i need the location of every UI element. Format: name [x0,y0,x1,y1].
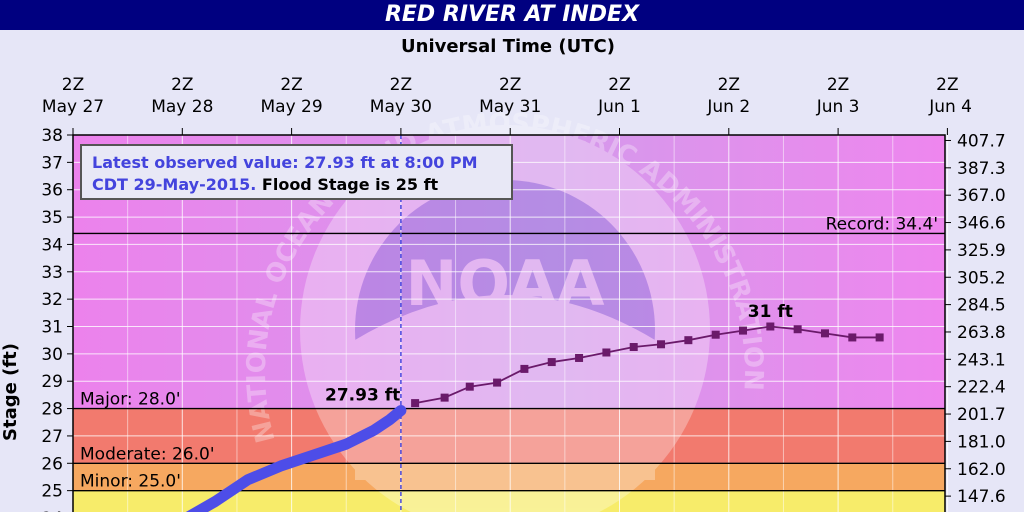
y-tick-label: 36 [41,181,63,201]
watermark-inner-disc [355,180,655,480]
forecast-crest-label: 31 ft [748,302,793,322]
x-tick-hour: 2Z [171,75,193,95]
watermark-logo-text: NOAA [406,247,605,320]
right-tick-label: 346.6 [957,214,1006,234]
y-tick-label: 27 [41,427,63,447]
right-tick-label: 367.0 [957,186,1006,206]
forecast-point [848,333,857,342]
right-tick-label: 181.0 [957,432,1006,452]
observed-series-line [185,404,407,512]
forecast-point [602,348,611,357]
right-tick-label: 407.7 [957,131,1006,151]
right-tick-label: 387.3 [957,159,1006,179]
x-tick-hour: 2Z [936,75,958,95]
forecast-point [875,333,884,342]
threshold-label: Minor: 25.0' [80,472,181,492]
y-tick-label: 32 [41,290,63,310]
x-tick-date: Jun 2 [706,97,750,117]
right-tick-label: 284.5 [957,296,1006,316]
right-tick-label: 201.7 [957,405,1006,425]
x-tick-date: May 29 [261,97,323,117]
x-tick-hour: 2Z [390,75,412,95]
latest-observed-box: Latest observed value: 27.93 ft at 8:00 … [80,144,513,200]
observed-value-label: 27.93 ft [325,385,400,405]
forecast-point [629,343,638,352]
forecast-point [520,364,529,373]
y-tick-label: 29 [41,372,63,392]
threshold-label: Moderate: 26.0' [80,444,215,464]
forecast-point [711,330,720,339]
y-tick-label: 24 [41,509,63,512]
flood-stage-text: Flood Stage is 25 ft [261,175,439,194]
band-minor [73,490,945,512]
forecast-point [547,358,556,367]
x-tick-date: Jun 3 [816,97,860,117]
right-tick-label: 222.4 [957,378,1006,398]
y-tick-label: 31 [41,318,63,338]
watermark-bird-shape [355,295,655,480]
x-tick-date: May 28 [151,97,213,117]
y-tick-label: 25 [41,482,63,502]
y-tick-label: 28 [41,400,63,420]
x-tick-hour: 2Z [499,75,521,95]
right-tick-label: 162.0 [957,460,1006,480]
y-axis-label: Stage (ft) [0,343,21,441]
forecast-point [793,325,802,334]
forecast-point [684,336,693,345]
forecast-point [657,340,666,349]
forecast-point [411,399,420,408]
x-tick-hour: 2Z [62,75,84,95]
forecast-series-line [414,325,880,404]
threshold-label: Major: 28.0' [80,390,181,410]
right-tick-label: 263.8 [957,323,1006,343]
x-tick-date: May 27 [42,97,104,117]
right-tick-label: 325.9 [957,241,1006,261]
top-axis-label: Universal Time (UTC) [401,36,615,57]
y-tick-label: 30 [41,345,63,365]
forecast-point [766,322,775,331]
y-tick-label: 33 [41,263,63,283]
chart-title: RED RIVER AT INDEX [0,0,1024,30]
threshold-label: Record: 34.4' [826,214,938,234]
y-tick-label: 26 [41,454,63,474]
x-tick-hour: 2Z [280,75,302,95]
forecast-point [493,378,502,387]
forecast-point [820,329,829,338]
x-tick-hour: 2Z [827,75,849,95]
forecast-point [440,393,449,402]
forecast-point [465,382,474,391]
y-tick-label: 35 [41,208,63,228]
right-tick-label: 243.1 [957,350,1006,370]
y-tick-label: 37 [41,153,63,173]
forecast-point [575,353,584,362]
right-tick-label: 147.6 [957,487,1006,507]
y-tick-label: 38 [41,126,63,146]
y-tick-label: 34 [41,235,63,255]
x-tick-date: Jun 1 [597,97,641,117]
forecast-point [739,326,748,335]
x-tick-date: May 30 [370,97,432,117]
x-tick-date: Jun 4 [928,97,972,117]
x-tick-hour: 2Z [608,75,630,95]
x-tick-date: May 31 [479,97,541,117]
right-tick-label: 305.2 [957,268,1006,288]
band-moderate [73,463,945,491]
latest-observed-text: Latest observed value: 27.93 ft at 8:00 … [92,153,478,194]
x-tick-hour: 2Z [718,75,740,95]
